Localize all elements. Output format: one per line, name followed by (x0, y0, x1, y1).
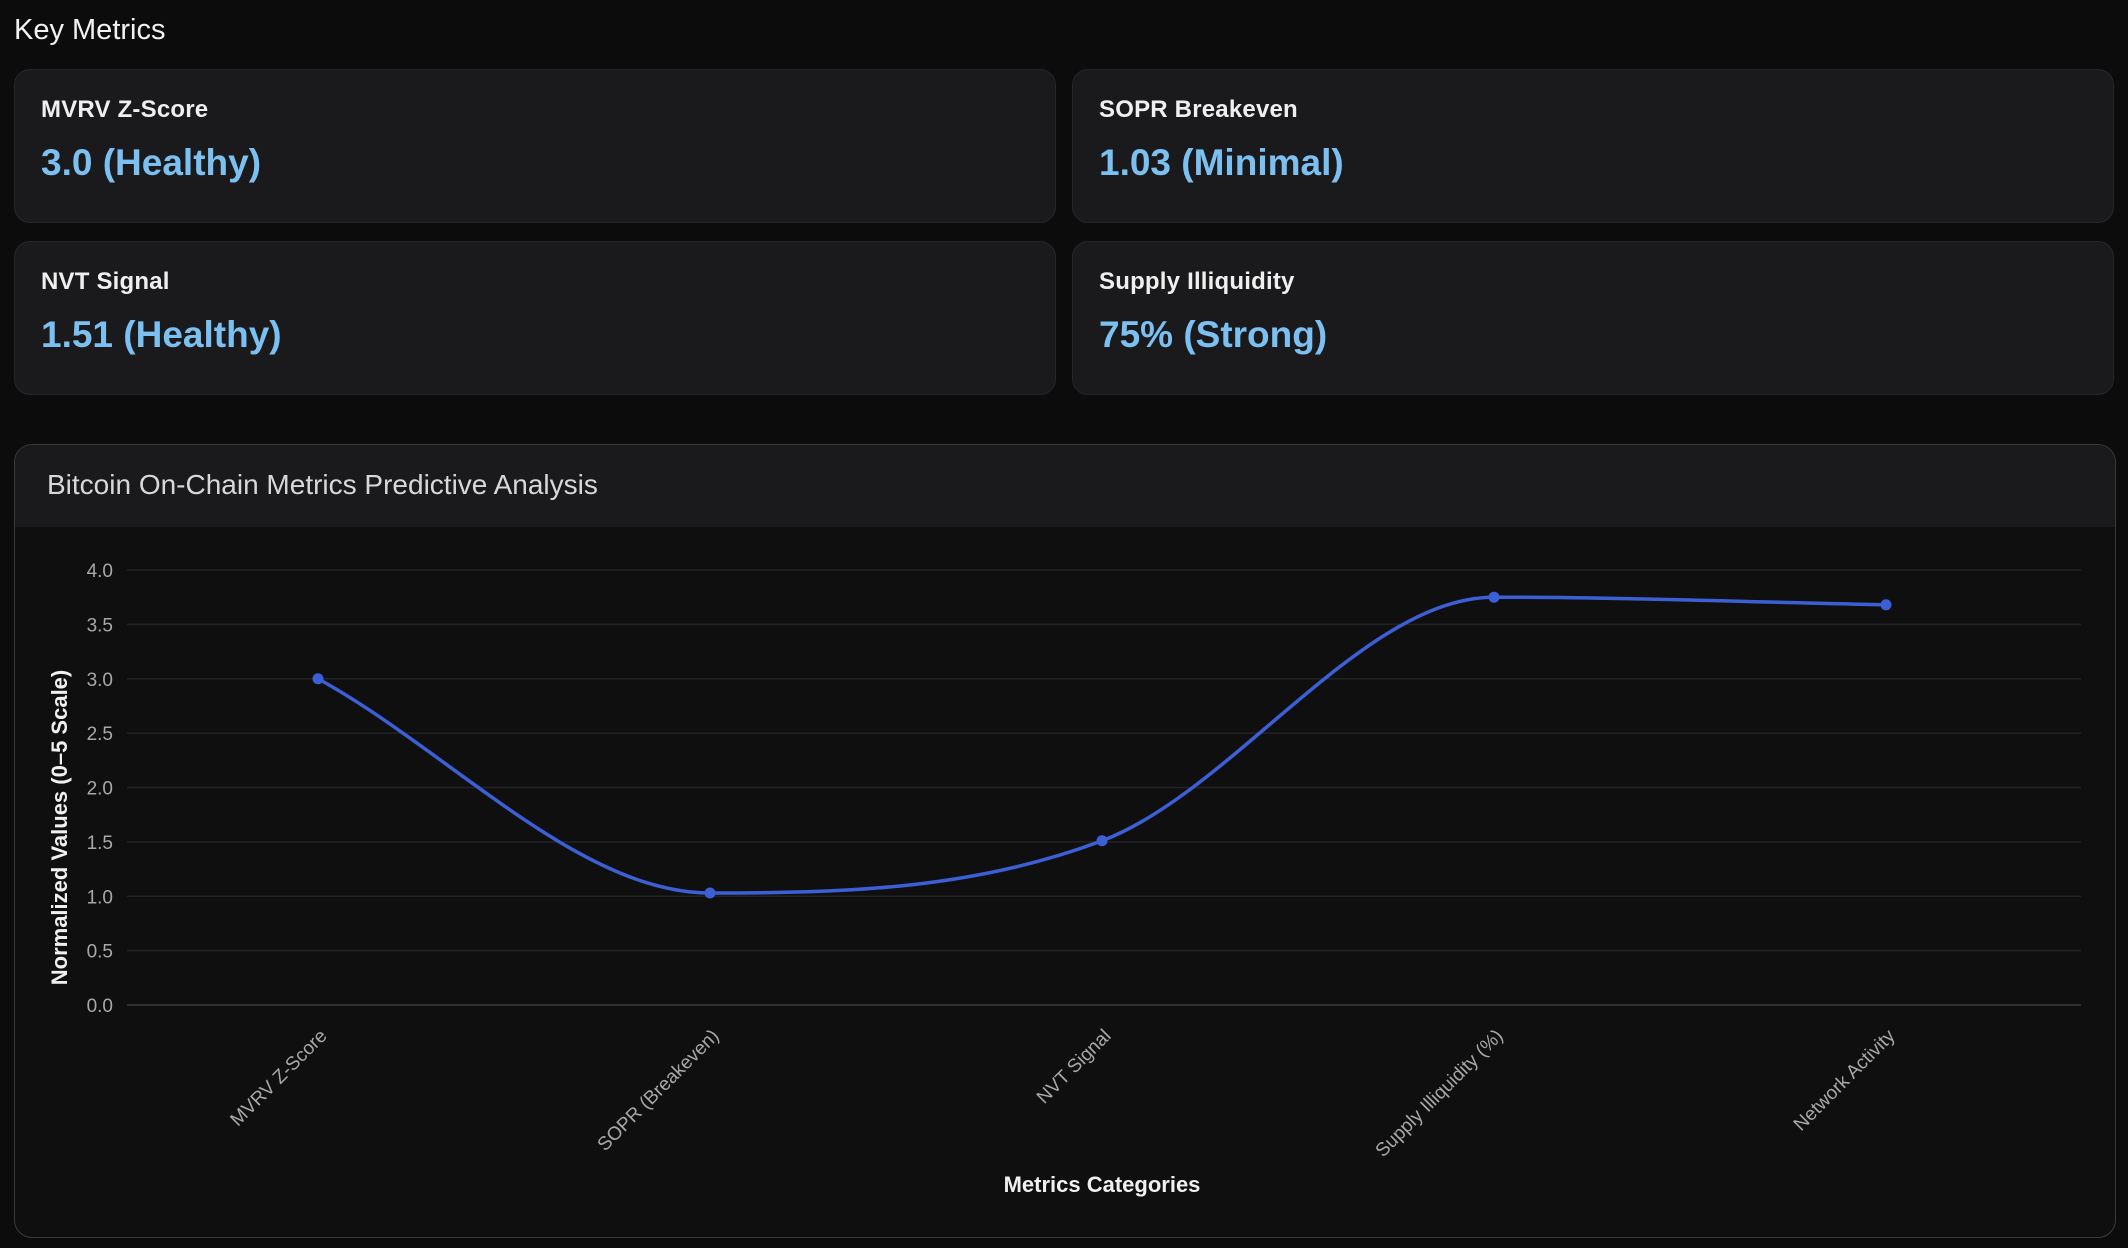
metric-card-sopr: SOPR Breakeven 1.03 (Minimal) (1072, 69, 2114, 223)
y-tick-label: 2.0 (87, 779, 113, 800)
chart-card: Bitcoin On-Chain Metrics Predictive Anal… (14, 444, 2116, 1238)
metric-value: 3.0 (Healthy) (41, 142, 262, 183)
data-point (704, 887, 716, 899)
data-point (1096, 835, 1108, 847)
chart-title: Bitcoin On-Chain Metrics Predictive Anal… (15, 445, 2115, 527)
metric-value: 1.51 (Healthy) (41, 314, 282, 355)
metric-label: MVRV Z-Score (41, 96, 209, 123)
y-axis-title: Normalized Values (0–5 Scale) (47, 670, 72, 986)
data-point (1880, 599, 1892, 611)
metric-label: SOPR Breakeven (1099, 96, 1298, 123)
metric-card-mvrv: MVRV Z-Score 3.0 (Healthy) (14, 69, 1056, 223)
x-tick-label: SOPR (Breakeven) (594, 1026, 724, 1156)
x-tick-label: NVT Signal (1033, 1026, 1116, 1109)
line-chart: 0.0 0.5 1.0 1.5 2.0 2.5 3.0 3.5 4.0 MVRV Z-Score S… (47, 561, 2081, 1197)
data-point (1488, 591, 1500, 603)
y-tick-label: 2.5 (87, 724, 113, 745)
y-tick-label: 0.5 (87, 942, 113, 963)
y-tick-label: 4.0 (87, 561, 113, 582)
metric-card-nvt: NVT Signal 1.51 (Healthy) (14, 241, 1056, 395)
metric-label: NVT Signal (41, 268, 170, 295)
y-tick-label: 3.0 (87, 670, 113, 691)
metrics-grid: MVRV Z-Score 3.0 (Healthy) SOPR Breakeve… (14, 69, 2114, 395)
metric-value: 1.03 (Minimal) (1099, 142, 1344, 183)
data-point (312, 673, 324, 685)
x-axis-title: Metrics Categories (1004, 1172, 1201, 1197)
x-tick-label: MVRV Z-Score (227, 1026, 332, 1131)
metric-card-supply-illiquidity: Supply Illiquidity 75% (Strong) (1072, 241, 2114, 395)
y-tick-label: 0.0 (87, 996, 113, 1017)
y-tick-label: 3.5 (87, 615, 113, 636)
section-title: Key Metrics (14, 14, 166, 46)
y-tick-label: 1.5 (87, 833, 113, 854)
y-tick-label: 1.0 (87, 887, 113, 908)
x-tick-label: Supply Illiquidity (%) (1372, 1026, 1508, 1162)
metric-label: Supply Illiquidity (1099, 268, 1295, 295)
x-tick-label: Network Activity (1790, 1025, 1900, 1135)
series-line (317, 595, 1887, 895)
metric-value: 75% (Strong) (1099, 314, 1328, 355)
